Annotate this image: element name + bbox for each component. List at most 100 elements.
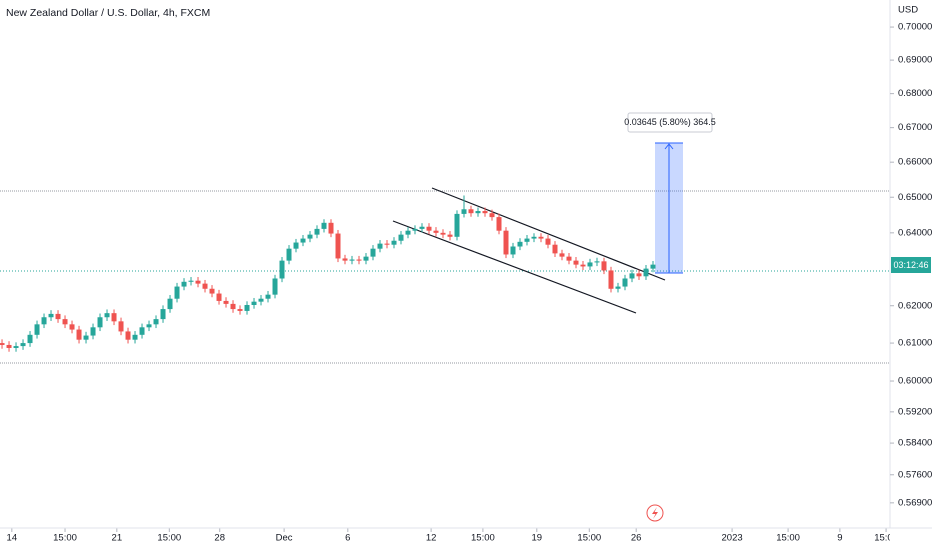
x-tick-label: 14 xyxy=(7,533,18,544)
x-tick-label: 28 xyxy=(214,533,225,544)
candle-body xyxy=(6,344,12,348)
candle-body xyxy=(195,280,201,284)
y-tick-label: 0.69000 xyxy=(898,55,932,66)
candle-body xyxy=(286,248,292,261)
x-axis: 14 15:00 21 15:00 28 Dec 6 12 15:00 19 15:00 26 2023… xyxy=(7,528,898,544)
candle-body xyxy=(489,213,495,218)
candle-body xyxy=(146,324,152,328)
currency-label: USD xyxy=(898,5,918,16)
y-tick-label: 0.67000 xyxy=(898,122,932,133)
y-tick-label: 0.57600 xyxy=(898,469,932,480)
candle-body xyxy=(321,222,327,229)
x-tick-label: 15:00 xyxy=(577,533,601,544)
candle-body xyxy=(69,324,75,330)
candle-body xyxy=(391,240,397,245)
candle-body xyxy=(0,343,5,345)
candle-body xyxy=(41,317,47,325)
candle-body xyxy=(55,313,61,320)
x-tick-label: 2023 xyxy=(722,533,743,544)
y-tick-label: 0.64000 xyxy=(898,227,932,238)
x-tick-label: 15:00 xyxy=(53,533,77,544)
candle-body xyxy=(461,209,467,214)
candle-body xyxy=(90,327,96,336)
candle-body xyxy=(503,230,509,255)
y-tick-label: 0.65000 xyxy=(898,192,932,203)
candle-body xyxy=(433,230,439,233)
x-tick-label: 15:00 xyxy=(874,533,898,544)
candle-body xyxy=(83,335,89,340)
candle-body xyxy=(104,313,110,318)
candle-body xyxy=(244,304,250,311)
candle-body xyxy=(237,309,243,311)
candle-body xyxy=(580,264,586,267)
candle-body xyxy=(587,262,593,267)
channel-line xyxy=(392,220,637,314)
candle-body xyxy=(335,233,341,259)
candle-body xyxy=(76,329,82,340)
event-icon-bolt xyxy=(652,507,658,519)
y-tick-label: 0.68000 xyxy=(898,88,932,99)
candle-body xyxy=(342,258,348,261)
candle-body xyxy=(545,238,551,245)
candle-body xyxy=(615,286,621,289)
candle-body xyxy=(272,278,278,295)
candle-body xyxy=(34,324,40,335)
candle-body xyxy=(538,236,544,239)
candle-body xyxy=(419,226,425,229)
candle-body xyxy=(293,242,299,249)
candle-body xyxy=(216,293,222,301)
countdown: 03:12:46 xyxy=(893,260,928,270)
candle-body xyxy=(412,228,418,231)
measure-label: 0.03645 (5.80%) 364.5 xyxy=(624,117,716,127)
y-tick-label: 0.60000 xyxy=(898,376,932,387)
channel-line xyxy=(431,187,666,281)
candle-body xyxy=(160,309,166,320)
candle-body xyxy=(356,259,362,261)
candle-body xyxy=(265,294,271,299)
x-tick-label: 26 xyxy=(631,533,642,544)
y-tick-label: 0.66000 xyxy=(898,157,932,168)
measure-arrow-head xyxy=(664,143,674,150)
candle-body xyxy=(601,261,607,271)
candle-body xyxy=(48,313,54,318)
candle-body xyxy=(398,234,404,241)
candle-body xyxy=(468,209,474,214)
candle-body xyxy=(349,259,355,261)
y-tick-label: 0.58400 xyxy=(898,438,932,449)
candle-body xyxy=(377,243,383,249)
x-tick-label: 12 xyxy=(426,533,437,544)
candle-body xyxy=(405,230,411,235)
candle-body xyxy=(573,260,579,265)
y-tick-label: 0.61000 xyxy=(898,338,932,349)
candle-body xyxy=(230,303,236,310)
measure-label-box xyxy=(627,112,713,133)
candle-body xyxy=(496,217,502,231)
candle-body xyxy=(636,273,642,277)
candle-body xyxy=(153,319,159,325)
x-tick-label: 15:00 xyxy=(471,533,495,544)
candle-body xyxy=(475,211,481,214)
candle-body xyxy=(132,334,138,340)
x-tick-label: 19 xyxy=(532,533,543,544)
candle-body xyxy=(209,288,215,294)
candle-body xyxy=(440,232,446,235)
x-tick-label: 9 xyxy=(837,533,842,544)
candle-body xyxy=(139,327,145,335)
candle-body xyxy=(370,248,376,257)
y-tick-label: 0.70000 xyxy=(898,22,932,33)
candle-body xyxy=(251,301,257,305)
candle-body xyxy=(328,222,334,234)
price-axis xyxy=(890,0,932,550)
candles xyxy=(0,195,656,352)
y-tick-label: 0.59200 xyxy=(898,406,932,417)
candle-body xyxy=(258,298,264,302)
chart-title: New Zealand Dollar / U.S. Dollar, 4h, FX… xyxy=(6,7,210,19)
candle-body xyxy=(643,268,649,277)
candle-body xyxy=(223,300,229,304)
x-tick-label: 21 xyxy=(112,533,123,544)
x-tick-label: 6 xyxy=(345,533,350,544)
candle-body xyxy=(384,243,390,245)
candle-body xyxy=(174,286,180,299)
